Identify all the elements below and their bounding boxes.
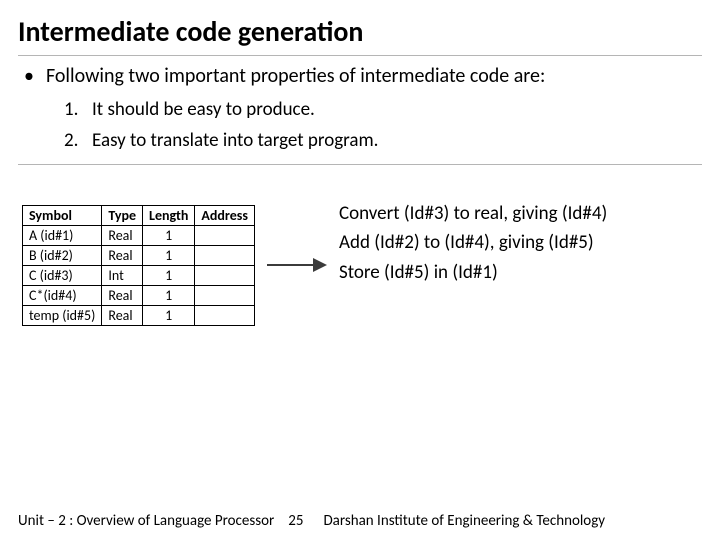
body-rule (18, 164, 702, 165)
bullet-item: • Following two important properties of … (24, 64, 702, 88)
table-header-row: Symbol Type Length Address (23, 206, 255, 226)
cell (195, 246, 255, 266)
list-number: 1. (64, 98, 84, 121)
list-text: It should be easy to produce. (92, 98, 315, 121)
symbol-table: Symbol Type Length Address A (id#1) Real… (22, 205, 255, 326)
cell: Real (102, 286, 143, 306)
th-length: Length (143, 206, 195, 226)
cell: 1 (143, 306, 195, 326)
cell: temp (id#5) (23, 306, 102, 326)
cell (195, 306, 255, 326)
cell (195, 266, 255, 286)
body-area: Symbol Type Length Address A (id#1) Real… (18, 205, 702, 326)
cell: Real (102, 226, 143, 246)
arrow-wrap (267, 205, 327, 325)
list-item: 1. It should be easy to produce. (64, 98, 702, 121)
table-row: temp (id#5) Real 1 (23, 306, 255, 326)
cell: B (id#2) (23, 246, 102, 266)
step-line: Store (Id#5) in (Id#1) (339, 258, 607, 287)
cell: C*(id#4) (23, 286, 102, 306)
ic-steps: Convert (Id#3) to real, giving (Id#4) Ad… (339, 199, 607, 287)
th-type: Type (102, 206, 143, 226)
cell: A (id#1) (23, 226, 102, 246)
footer-unit: Unit – 2 : Overview of Language Processo… (18, 512, 274, 530)
cell (195, 286, 255, 306)
list-item: 2. Easy to translate into target program… (64, 129, 702, 152)
table-row: A (id#1) Real 1 (23, 226, 255, 246)
cell: Int (102, 266, 143, 286)
step-line: Convert (Id#3) to real, giving (Id#4) (339, 199, 607, 228)
page-title: Intermediate code generation (18, 14, 702, 49)
list-text: Easy to translate into target program. (92, 129, 378, 152)
cell: 1 (143, 246, 195, 266)
th-address: Address (195, 206, 255, 226)
cell (195, 226, 255, 246)
step-line: Add (Id#2) to (Id#4), giving (Id#5) (339, 228, 607, 257)
cell: 1 (143, 266, 195, 286)
table-row: C (id#3) Int 1 (23, 266, 255, 286)
bullet-marker: • (24, 64, 34, 88)
table-row: C*(id#4) Real 1 (23, 286, 255, 306)
table-row: B (id#2) Real 1 (23, 246, 255, 266)
slide-footer: Unit – 2 : Overview of Language Processo… (0, 512, 720, 530)
footer-institute: Darshan Institute of Engineering & Techn… (323, 512, 702, 530)
cell: Real (102, 306, 143, 326)
cell: C (id#3) (23, 266, 102, 286)
footer-page-number: 25 (288, 512, 303, 530)
cell: 1 (143, 286, 195, 306)
cell: 1 (143, 226, 195, 246)
th-symbol: Symbol (23, 206, 102, 226)
numbered-list: 1. It should be easy to produce. 2. Easy… (64, 98, 702, 152)
cell: Real (102, 246, 143, 266)
bullet-text: Following two important properties of in… (46, 64, 545, 88)
arrow-right-icon (267, 260, 327, 270)
list-number: 2. (64, 129, 84, 152)
title-rule (18, 55, 702, 56)
